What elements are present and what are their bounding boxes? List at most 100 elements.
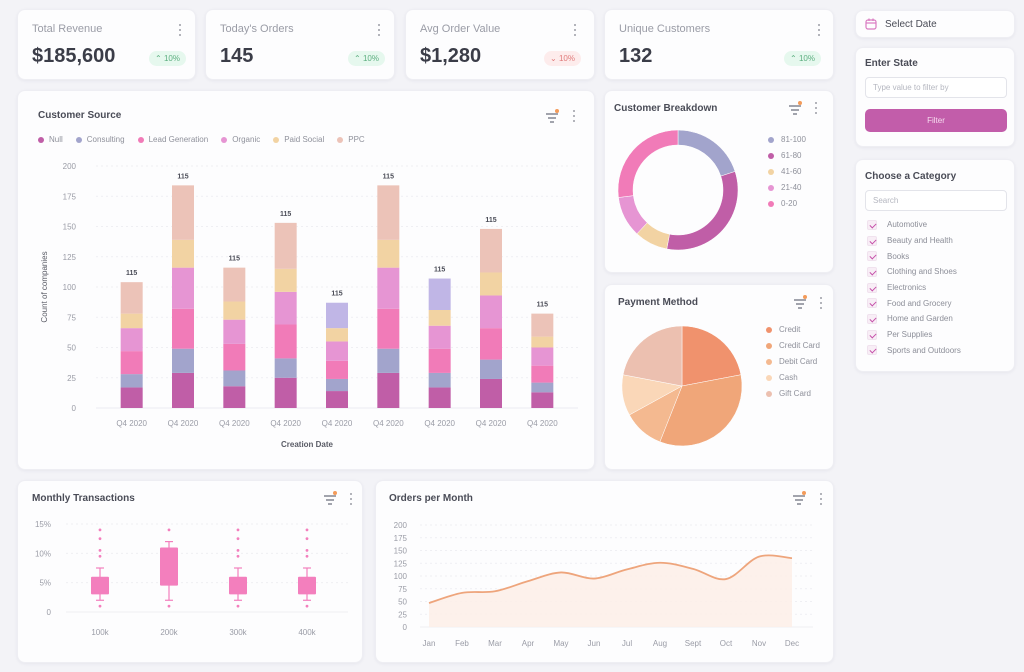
legend-item-61-80[interactable]: 61-80 [768,151,806,160]
checkbox[interactable] [867,282,877,293]
kpi-value: $185,600 [32,45,116,67]
checkbox[interactable] [867,235,877,246]
legend-item-credit-card[interactable]: Credit Card [766,341,820,350]
legend-dot [766,374,772,381]
orders-per-month-area-chart: 0 25 50 75 100 125 150 175 200 Jan Feb Mar Apr May Jun… [394,521,813,648]
bar-segment-consulting [377,348,400,373]
x-tick-label: 100k [91,628,109,637]
legend-label: PPC [348,135,365,144]
legend-label: 21-40 [781,183,802,192]
more-options-icon[interactable] [346,492,356,506]
legend-item-consulting[interactable]: Consulting [75,135,125,144]
more-options-icon[interactable] [814,23,824,37]
category-item-clothing-and-shoes[interactable]: Clothing and Shoes [867,264,961,280]
y-tick-label: 0 [403,623,408,632]
category-item-sports-and-outdoors[interactable]: Sports and Outdoors [867,343,961,359]
checkbox[interactable] [867,298,877,309]
checkbox[interactable] [867,313,877,324]
calendar-icon [865,18,877,30]
filter-icon[interactable] [793,295,807,309]
checkbox[interactable] [867,266,877,277]
legend-item-debit-card[interactable]: Debit Card [766,357,820,366]
legend-item-paid-social[interactable]: Paid Social [273,135,324,144]
legend-item-cash[interactable]: Cash [766,373,820,382]
kpi-value: 145 [220,45,254,67]
bar-segment-null [480,378,502,408]
bar-segment-consulting [223,370,246,387]
legend-item-gift-card[interactable]: Gift Card [766,389,820,398]
checkbox[interactable] [867,345,877,356]
category-label: Automotive [887,220,928,230]
legend-item-null[interactable]: Null [38,135,63,144]
y-tick-label: 25 [67,374,76,383]
x-tick-label: Q4 2020 [322,419,353,428]
checkbox[interactable] [867,251,877,262]
checkbox[interactable] [867,329,877,340]
legend-item-21-40[interactable]: 21-40 [768,183,806,192]
filter-icon[interactable] [323,491,337,505]
more-options-icon[interactable] [569,109,579,123]
outlier-point [167,528,171,532]
legend-item-lead-generation[interactable]: Lead Generation [137,135,208,144]
more-options-icon[interactable] [816,492,826,506]
chart-legend: Null Consulting Lead Generation Organic Paid… [38,135,378,144]
filter-icon[interactable] [545,109,559,123]
select-date-button[interactable]: Select Date [855,10,1015,38]
category-item-beauty-and-health[interactable]: Beauty and Health [867,233,961,249]
filter-icon[interactable] [792,491,806,505]
kpi-title: Unique Customers [619,23,711,35]
category-item-food-and-grocery[interactable]: Food and Grocery [867,295,961,311]
checkbox[interactable] [867,219,877,230]
bar-segment-organic [223,319,246,344]
monthly-transactions-card: Monthly Transactions 0 5% 10% 15% 100k 200k 30… [17,480,363,663]
legend-item-41-60[interactable]: 41-60 [768,167,806,176]
more-options-icon[interactable] [175,23,185,37]
monthly-transactions-boxplot: 0 5% 10% 15% 100k 200k 300k 400k [35,520,348,637]
bar-segment-lead-generation [326,360,348,379]
category-item-books[interactable]: Books [867,248,961,264]
legend-item-ppc[interactable]: PPC [337,135,365,144]
legend-label: 41-60 [781,167,802,176]
more-options-icon[interactable] [570,23,580,37]
more-options-icon[interactable] [374,23,384,37]
category-item-automotive[interactable]: Automotive [867,217,961,233]
chart-title: Monthly Transactions [32,493,135,504]
legend-dot [221,136,228,143]
y-tick-label: 200 [63,162,77,171]
legend-label: Gift Card [779,389,812,398]
bar-segment-paid-social [428,309,451,326]
bar-group [531,313,554,408]
x-tick-label: 200k [160,628,178,637]
category-search-input[interactable]: Search [865,190,1007,211]
category-item-per-supplies[interactable]: Per Supplies [867,327,961,343]
category-item-electronics[interactable]: Electronics [867,280,961,296]
legend-item-credit[interactable]: Credit [766,325,820,334]
arrow-up-icon: ⌃ [354,54,363,63]
bar-segment-ppc [377,185,400,240]
kpi-title: Today's Orders [220,23,294,35]
customer-source-chart: 0 25 50 75 100 125 150 175 200 Count of companies… [40,162,578,449]
outlier-point [236,528,240,532]
x-tick-label: Aug [653,639,667,648]
filter-button[interactable]: Filter [865,109,1007,132]
legend-label: Debit Card [779,357,818,366]
legend-item-0-20[interactable]: 0-20 [768,199,806,208]
bar-segment-consulting [531,382,554,393]
legend-item-81-100[interactable]: 81-100 [768,135,806,144]
more-options-icon[interactable] [816,296,826,310]
x-tick-label: Nov [752,639,766,648]
area-fill [429,555,792,627]
trend-badge: ⌃ 10% [149,51,186,66]
state-filter-input[interactable]: Type value to filter by [865,77,1007,98]
legend-label: Cash [779,373,798,382]
y-tick-label: 200 [394,521,408,530]
legend-item-organic[interactable]: Organic [221,135,260,144]
x-tick-label: Sept [685,639,702,648]
filter-icon[interactable] [788,101,802,115]
more-options-icon[interactable] [811,101,821,115]
category-item-home-and-garden[interactable]: Home and Garden [867,311,961,327]
kpi-card-total-revenue: Total Revenue $185,600 ⌃ 10% [17,9,196,80]
bar-segment-ppc [326,302,348,329]
bar-segment-ppc [120,282,143,314]
x-tick-label: Apr [522,639,535,648]
